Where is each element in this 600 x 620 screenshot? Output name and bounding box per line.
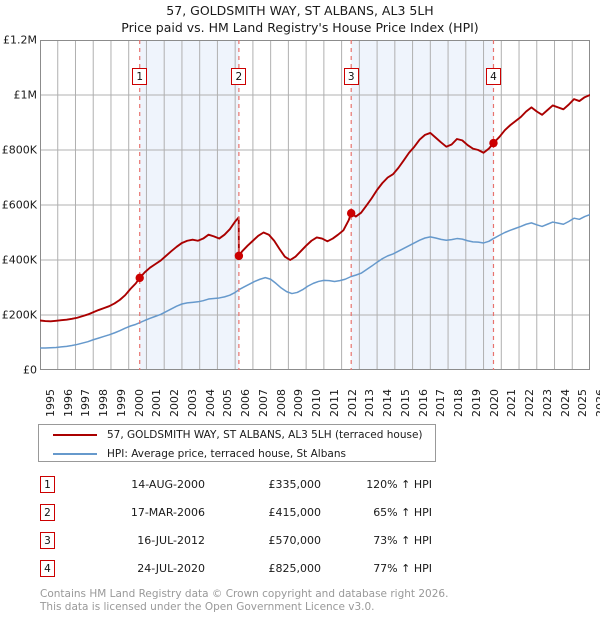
transaction-price: £335,000 (268, 477, 322, 491)
footer-line-2: This data is licensed under the Open Gov… (40, 600, 375, 613)
table-row[interactable]: 4 24-JUL-2020 £825,000 77% ↑ HPI (40, 554, 460, 582)
y-axis-tick-label: £800K (1, 143, 37, 157)
transaction-date: 24-JUL-2020 (137, 561, 205, 575)
legend-item-2: HPI: Average price, terraced house, St A… (39, 444, 435, 463)
title-block: 57, GOLDSMITH WAY, ST ALBANS, AL3 5LH Pr… (0, 2, 600, 36)
y-axis-tick-label: £0 (23, 363, 37, 377)
legend-swatch-2 (53, 452, 97, 455)
x-axis-tick-label: 2009 (292, 389, 306, 417)
page-subtitle: Price paid vs. HM Land Registry's House … (121, 20, 479, 35)
price-history-line-chart (40, 40, 590, 370)
sale-marker-box-1[interactable]: 1 (132, 68, 148, 85)
transaction-index-badge: 1 (40, 475, 55, 493)
transaction-index-badge: 4 (40, 559, 55, 577)
y-axis-tick-label: £600K (1, 198, 37, 212)
x-axis-tick-label: 2011 (327, 389, 341, 417)
x-axis-tick-label: 2008 (274, 389, 288, 417)
x-axis-tick-label: 2000 (132, 389, 146, 417)
sale-marker-dot-2[interactable] (234, 251, 244, 261)
x-axis-tick-label: 2015 (398, 389, 412, 417)
x-axis-tick-label: 2002 (168, 389, 182, 417)
transaction-price: £825,000 (268, 561, 322, 575)
transaction-index-badge: 3 (40, 531, 55, 549)
y-axis-tick-label: £1M (13, 88, 38, 102)
y-axis-labels: £0 £200K £400K £600K £800K £1M £1.2M (0, 34, 38, 377)
transaction-price: £570,000 (268, 533, 322, 547)
x-axis-tick-label: 2020 (487, 389, 501, 417)
x-axis-tick-label: 2025 (576, 389, 590, 417)
page-title: 57, GOLDSMITH WAY, ST ALBANS, AL3 5LH (166, 3, 434, 18)
x-axis-tick-label: 2014 (381, 389, 395, 417)
x-axis-tick-label: 2005 (221, 389, 235, 417)
transaction-date: 17-MAR-2006 (130, 505, 205, 519)
x-axis-tick-label: 2021 (505, 389, 519, 417)
footer-attribution: Contains HM Land Registry data © Crown c… (40, 588, 580, 613)
y-axis-tick-label: £400K (1, 253, 37, 267)
x-axis-tick-label: 1997 (79, 389, 93, 417)
legend-item-1: 57, GOLDSMITH WAY, ST ALBANS, AL3 5LH (t… (39, 425, 435, 444)
x-axis-labels: 1995 1996 1997 1998 1999 2000 2001 2002 2003 2004… (40, 372, 600, 420)
series-line-2 (40, 213, 590, 349)
table-row[interactable]: 2 17-MAR-2006 £415,000 65% ↑ HPI (40, 498, 460, 526)
legend-label-1: 57, GOLDSMITH WAY, ST ALBANS, AL3 5LH (t… (107, 428, 423, 441)
plot-border (40, 40, 590, 370)
x-axis-tick-label: 2017 (434, 389, 448, 417)
sale-marker-dot-1[interactable] (135, 273, 144, 283)
transaction-hpi-delta: 73% ↑ HPI (373, 533, 432, 547)
transaction-date: 16-JUL-2012 (137, 533, 205, 547)
x-axis-tick-label: 2022 (523, 389, 537, 417)
sale-marker-dot-4[interactable] (489, 138, 498, 148)
x-axis-tick-label: 2004 (203, 389, 217, 417)
y-axis-tick-label: £200K (1, 308, 37, 322)
x-axis-tick-label: 2006 (239, 389, 253, 417)
x-axis-tick-label: 2010 (310, 389, 324, 417)
x-axis-tick-label: 2026 (594, 389, 600, 417)
x-axis-tick-label: 2018 (452, 389, 466, 417)
transaction-price: £415,000 (268, 505, 322, 519)
transaction-hpi-delta: 77% ↑ HPI (373, 561, 432, 575)
transaction-index-badge: 2 (40, 503, 55, 521)
sale-marker-dot-3[interactable] (346, 209, 356, 218)
chart-legend: 57, GOLDSMITH WAY, ST ALBANS, AL3 5LH (t… (38, 424, 436, 462)
transaction-hpi-delta: 120% ↑ HPI (366, 477, 432, 491)
x-axis-tick-label: 2016 (416, 389, 430, 417)
x-axis-tick-label: 2003 (185, 389, 199, 417)
x-axis-tick-label: 1999 (114, 389, 128, 417)
legend-label-2: HPI: Average price, terraced house, St A… (107, 447, 346, 460)
x-axis-tick-label: 2024 (558, 389, 572, 417)
x-axis-tick-label: 2023 (540, 389, 554, 417)
transaction-date: 14-AUG-2000 (131, 477, 205, 491)
x-axis-tick-label: 2013 (363, 389, 377, 417)
x-axis-tick-label: 1996 (61, 389, 75, 417)
x-axis-tick-label: 2001 (150, 389, 164, 417)
transaction-hpi-delta: 65% ↑ HPI (373, 505, 432, 519)
table-row[interactable]: 3 16-JUL-2012 £570,000 73% ↑ HPI (40, 526, 460, 554)
x-axis-tick-label: 1995 (44, 389, 57, 417)
table-row[interactable]: 1 14-AUG-2000 £335,000 120% ↑ HPI (40, 470, 460, 498)
sale-marker-box-3[interactable]: 3 (343, 68, 359, 85)
x-axis-tick-label: 2012 (345, 389, 359, 417)
x-axis-tick-label: 1998 (97, 389, 111, 417)
footer-line-1: Contains HM Land Registry data © Crown c… (40, 588, 449, 600)
sale-marker-box-2[interactable]: 2 (231, 68, 247, 85)
x-axis-tick-label: 2007 (256, 389, 270, 417)
legend-swatch-1 (53, 433, 97, 436)
x-axis-tick-label: 2019 (469, 389, 483, 417)
sale-marker-box-4[interactable]: 4 (485, 68, 501, 85)
y-axis-tick-label: £1.2M (3, 33, 37, 47)
transactions-table: 1 14-AUG-2000 £335,000 120% ↑ HPI 2 17-MAR-20… (40, 470, 460, 582)
series-line-1 (40, 94, 590, 323)
chart-plot-area: 1 2 3 4 (40, 40, 590, 370)
